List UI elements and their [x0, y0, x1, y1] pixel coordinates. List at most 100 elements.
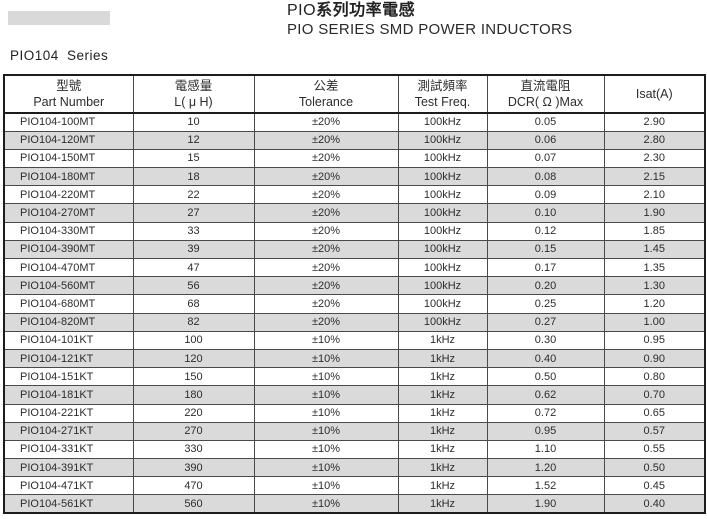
table-cell: 0.05 [486, 112, 605, 132]
cell-part-number: PIO104-101KT [3, 330, 134, 350]
col-header-test-freq-zh: 測試頻率 [417, 78, 468, 93]
col-header-test-freq: 測試頻率 Test Freq. [397, 74, 488, 114]
header-gray-bar [8, 11, 110, 25]
table-cell: ±20% [253, 257, 399, 278]
table-cell: ±10% [253, 494, 399, 514]
col-header-tolerance: 公差 Tolerance [253, 74, 399, 114]
table-cell: 0.57 [603, 421, 706, 441]
cell-part-number: PIO104-221KT [3, 403, 134, 423]
col-header-isat: Isat(A) [603, 74, 706, 114]
cell-part-number: PIO104-271KT [3, 421, 134, 441]
table-cell: 150 [132, 367, 255, 387]
table-cell: 2.80 [603, 130, 706, 150]
table-cell: 100kHz [397, 221, 488, 241]
table-row: PIO104-180MT 18 ±20% 100kHz 0.08 2.15 [3, 167, 706, 187]
table-cell: ±20% [253, 167, 399, 187]
col-header-part-number: 型號 Part Number [3, 74, 134, 114]
table-cell: 0.80 [603, 367, 706, 387]
table-cell: ±10% [253, 385, 399, 405]
table-row: PIO104-680MT 68 ±20% 100kHz 0.25 1.20 [3, 294, 706, 314]
table-cell: 1kHz [397, 330, 488, 350]
table-cell: 120 [132, 348, 255, 369]
table-cell: 0.30 [486, 330, 605, 350]
table-cell: 100kHz [397, 294, 488, 314]
col-header-part-number-zh: 型號 [56, 78, 82, 93]
table-cell: 2.10 [603, 185, 706, 205]
table-cell: 27 [132, 203, 255, 223]
table-row: PIO104-560MT 56 ±20% 100kHz 0.20 1.30 [3, 276, 706, 296]
table-cell: 0.65 [603, 403, 706, 423]
table-row: PIO104-270MT 27 ±20% 100kHz 0.10 1.90 [3, 203, 706, 223]
col-header-isat-label: Isat(A) [635, 87, 673, 101]
table-cell: 100kHz [397, 167, 488, 187]
table-cell: 100kHz [397, 185, 488, 205]
table-cell: 100 [132, 330, 255, 350]
cell-part-number: PIO104-121KT [3, 348, 134, 369]
cell-part-number: PIO104-680MT [3, 294, 134, 314]
cell-part-number: PIO104-180MT [3, 167, 134, 187]
table-cell: 18 [132, 167, 255, 187]
table-cell: 390 [132, 458, 255, 478]
cell-part-number: PIO104-471KT [3, 476, 134, 496]
table-cell: 0.55 [603, 439, 706, 460]
table-row: PIO104-330MT 33 ±20% 100kHz 0.12 1.85 [3, 221, 706, 241]
table-cell: ±20% [253, 130, 399, 150]
table-cell: 82 [132, 312, 255, 332]
table-row: PIO104-121KT 120 ±10% 1kHz 0.40 0.90 [3, 348, 706, 369]
cell-part-number: PIO104-470MT [3, 257, 134, 278]
table-row: PIO104-221KT 220 ±10% 1kHz 0.72 0.65 [3, 403, 706, 423]
table-cell: 10 [132, 112, 255, 132]
table-cell: 1.90 [603, 203, 706, 223]
table-cell: 0.95 [486, 421, 605, 441]
table-cell: 1.00 [603, 312, 706, 332]
table-cell: 22 [132, 185, 255, 205]
table-cell: 39 [132, 239, 255, 260]
table-cell: ±20% [253, 294, 399, 314]
table-cell: 0.15 [486, 239, 605, 260]
table-cell: ±10% [253, 421, 399, 441]
table-cell: 270 [132, 421, 255, 441]
cell-part-number: PIO104-181KT [3, 385, 134, 405]
cell-part-number: PIO104-120MT [3, 130, 134, 150]
col-header-dcr-zh: 直流電阻 [520, 78, 571, 93]
cell-part-number: PIO104-390MT [3, 239, 134, 260]
table-row: PIO104-820MT 82 ±20% 100kHz 0.27 1.00 [3, 312, 706, 332]
title-chinese: 系列功率電感 [316, 2, 416, 19]
table-cell: 1.52 [486, 476, 605, 496]
table-row: PIO104-561KT 560 ±10% 1kHz 1.90 0.40 [3, 494, 706, 514]
table-row: PIO104-220MT 22 ±20% 100kHz 0.09 2.10 [3, 185, 706, 205]
table-row: PIO104-470MT 47 ±20% 100kHz 0.17 1.35 [3, 257, 706, 278]
table-cell: 0.07 [486, 148, 605, 169]
table-cell: 1kHz [397, 439, 488, 460]
cell-part-number: PIO104-220MT [3, 185, 134, 205]
table-row: PIO104-391KT 390 ±10% 1kHz 1.20 0.50 [3, 458, 706, 478]
table-cell: ±20% [253, 221, 399, 241]
table-cell: 1.30 [603, 276, 706, 296]
table-cell: 0.95 [603, 330, 706, 350]
col-header-test-freq-en: Test Freq. [414, 95, 471, 109]
table-cell: 0.09 [486, 185, 605, 205]
table-cell: ±20% [253, 148, 399, 169]
table-cell: 1.20 [603, 294, 706, 314]
table-cell: 2.30 [603, 148, 706, 169]
cell-part-number: PIO104-820MT [3, 312, 134, 332]
table-cell: 0.50 [603, 458, 706, 478]
table-row: PIO104-150MT 15 ±20% 100kHz 0.07 2.30 [3, 148, 706, 169]
title-prefix: PIO [287, 2, 317, 19]
table-cell: 0.45 [603, 476, 706, 496]
col-header-inductance: 電感量 L( μ H) [132, 74, 255, 114]
table-cell: 1kHz [397, 367, 488, 387]
table-cell: 1.90 [486, 494, 605, 514]
table-cell: 56 [132, 276, 255, 296]
title-block: PIO系列功率電感 PIO SERIES SMD POWER INDUCTORS [287, 2, 572, 39]
table-cell: 0.40 [486, 348, 605, 369]
table-row: PIO104-120MT 12 ±20% 100kHz 0.06 2.80 [3, 130, 706, 150]
table-cell: 33 [132, 221, 255, 241]
table-cell: 100kHz [397, 312, 488, 332]
table-cell: 560 [132, 494, 255, 514]
table-cell: 0.62 [486, 385, 605, 405]
table-cell: 1.10 [486, 439, 605, 460]
table-cell: 470 [132, 476, 255, 496]
header-row: 型號 Part Number 電感量 L( μ H) 公差 Tolerance … [3, 74, 706, 114]
table-cell: 1.20 [486, 458, 605, 478]
